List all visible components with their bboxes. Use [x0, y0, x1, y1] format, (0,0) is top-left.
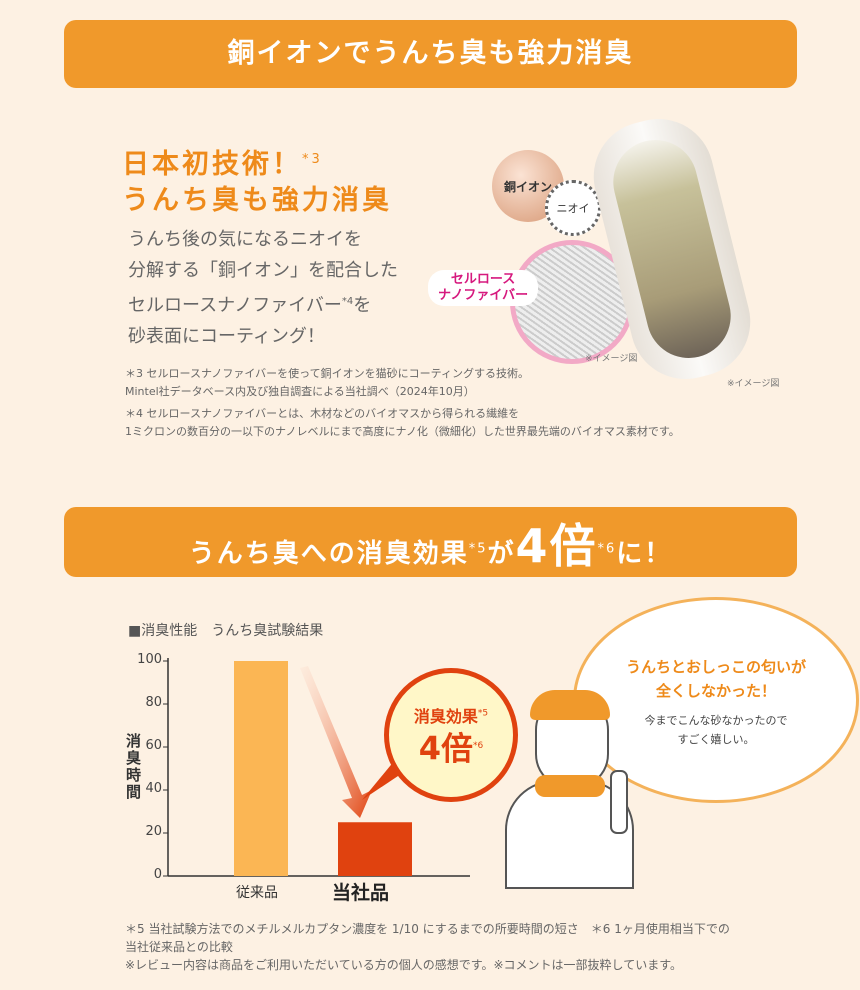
body-line: 砂表面にコーティング！ [128, 326, 325, 347]
footnote-ref: *5 [468, 541, 488, 557]
banner-big-text: 4倍 [515, 519, 598, 573]
note-line: ＊3 セルロースナノファイバーを使って銅イオンを猫砂にコーティングする技術。 [125, 367, 529, 380]
image-note: ※イメージ図 [727, 379, 780, 389]
y-tick-label: 40 [145, 781, 162, 796]
decrease-arrow [300, 666, 372, 818]
headline-1: 日本初技術！*3 [122, 142, 323, 181]
note-line: ※レビュー内容は商品をご利用いただいている方の個人の感想です。※コメントは一部抜… [125, 958, 682, 972]
person-hood-illustration [535, 775, 605, 797]
body-line: うんち後の気になるニオイを [128, 229, 362, 250]
review-title: 全くしなかった！ [655, 682, 776, 700]
note-line: Mintel社データベース内及び独自調査による当社調べ（2024年10月） [125, 385, 475, 398]
banner-text: に！ [616, 539, 673, 569]
section1-body: うんち後の気になるニオイを 分解する「銅イオン」を配合した セルロースナノファイ… [128, 224, 398, 352]
footnote-ref: *3 [302, 152, 323, 167]
banner-effect: うんち臭への消臭効果*5が4倍*6に！ [64, 507, 797, 577]
effect-badge: 消臭効果*5 4倍*6 [384, 668, 518, 802]
badge-big-text: 4倍 [418, 729, 474, 768]
odor-label: ニオイ [556, 202, 590, 215]
section2-notes: ＊5 当社試験方法でのメチルメルカプタン濃度を 1/10 にするまでの所要時間の… [125, 920, 730, 974]
copper-label: 銅イオン [503, 179, 552, 194]
note-line: 1ミクロンの数百分の一以下のナノレベルにまで高度にナノ化（微細化）した世界最先端… [125, 425, 680, 438]
fiber-label: セルロース ナノファイバー [428, 270, 539, 306]
bar-conventional [234, 661, 288, 876]
fiber-label-2: ナノファイバー [438, 288, 529, 303]
banner-copper-ion: 銅イオンでうんち臭も強力消臭 [64, 20, 797, 88]
footnote-ref: *6 [473, 741, 484, 751]
note-line: ＊5 当社試験方法でのメチルメルカプタン濃度を 1/10 にするまでの所要時間の… [125, 922, 730, 936]
review-title: うんちとおしっこの匂いが [625, 658, 806, 676]
y-tick-label: 60 [145, 738, 162, 753]
note-line: 当社従来品との比較 [125, 940, 233, 954]
y-tick-label: 80 [145, 695, 162, 710]
body-line: セルロースナノファイバー*4を [128, 286, 398, 321]
headline-text: 日本初技術！ [122, 149, 302, 180]
badge-text: 消臭効果 [413, 707, 478, 726]
bar-ours [338, 822, 412, 876]
note-line: ＊4 セルロースナノファイバーとは、木材などのバイオマスから得られる繊維を [125, 407, 520, 420]
fiber-label-1: セルロース [450, 272, 516, 287]
x-label-conventional: 従来品 [236, 885, 278, 901]
review-bubble: うんちとおしっこの匂いが 全くしなかった！ 今までこんな砂なかったので すごく嬉しい… [573, 597, 859, 803]
body-line: 分解する「銅イオン」を配合した [128, 260, 398, 281]
section1-notes: ＊3 セルロースナノファイバーを使って銅イオンを猫砂にコーティングする技術。 M… [125, 365, 680, 441]
chart-title: ■消臭性能 うんち臭試験結果 [128, 623, 324, 639]
footnote-ref: *5 [477, 708, 489, 719]
body-text: を [353, 295, 372, 316]
banner-text: が [487, 539, 516, 569]
review-body: 今までこんな砂なかったので [644, 714, 788, 727]
footnote-ref: *6 [597, 541, 617, 557]
banner-text: うんち臭への消臭効果 [188, 539, 469, 569]
y-axis-label: 消臭時間 [126, 732, 142, 801]
y-tick-label: 0 [153, 867, 162, 882]
finger-illustration [610, 770, 628, 834]
person-hair-illustration [530, 690, 610, 720]
footnote-ref: *4 [341, 296, 354, 307]
review-body: すごく嬉しい。 [677, 733, 755, 746]
y-tick-label: 100 [137, 652, 162, 667]
image-note: ※イメージ図 [585, 354, 638, 364]
y-tick-label: 20 [145, 824, 162, 839]
x-label-ours: 当社品 [332, 882, 390, 904]
headline-2: うんち臭も強力消臭 [122, 185, 392, 216]
body-text: セルロースナノファイバー [128, 295, 342, 316]
